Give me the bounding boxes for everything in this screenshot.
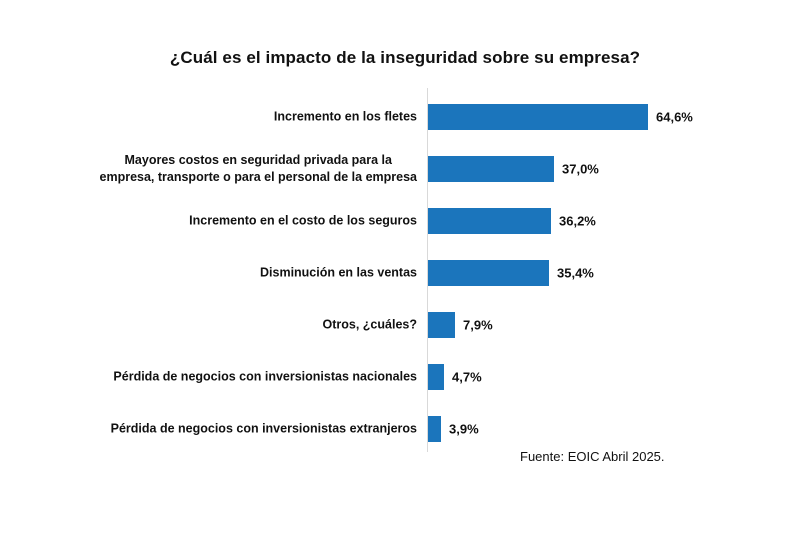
category-label: Mayores costos en seguridad privada para… bbox=[99, 153, 418, 184]
bar-row: Pérdida de negocios con inversionistas n… bbox=[0, 364, 800, 390]
bar bbox=[428, 364, 444, 390]
category-label: Pérdida de negocios con inversionistas e… bbox=[110, 421, 417, 436]
bar-row: Mayores costos en seguridad privada para… bbox=[0, 153, 800, 184]
category-label: Otros, ¿cuáles? bbox=[322, 317, 417, 332]
bar bbox=[428, 208, 551, 234]
category-label: Incremento en el costo de los seguros bbox=[189, 213, 417, 228]
category-label: Pérdida de negocios con inversionistas n… bbox=[113, 369, 417, 384]
value-label: 64,6% bbox=[656, 109, 693, 125]
value-label: 35,4% bbox=[557, 265, 594, 281]
bar-row: Otros, ¿cuáles? 7,9% bbox=[0, 312, 800, 338]
category-label: Disminución en las ventas bbox=[260, 265, 417, 280]
bar-row: Incremento en los fletes 64,6% bbox=[0, 104, 800, 130]
bar bbox=[428, 312, 455, 338]
bar bbox=[428, 416, 441, 442]
value-label: 7,9% bbox=[463, 317, 493, 333]
bar-row: Disminución en las ventas 35,4% bbox=[0, 260, 800, 286]
bar-row: Pérdida de negocios con inversionistas e… bbox=[0, 416, 800, 442]
value-label: 37,0% bbox=[562, 161, 599, 177]
bar bbox=[428, 156, 554, 182]
bar bbox=[428, 260, 549, 286]
bar-row: Incremento en el costo de los seguros 36,… bbox=[0, 208, 800, 234]
value-label: 36,2% bbox=[559, 213, 596, 229]
category-label: Incremento en los fletes bbox=[273, 109, 417, 124]
chart-title: ¿Cuál es el impacto de la inseguridad so… bbox=[169, 48, 641, 67]
y-axis-line bbox=[427, 88, 428, 452]
bar bbox=[428, 104, 648, 130]
source-note: Fuente: EOIC Abril 2025. bbox=[520, 449, 665, 464]
value-label: 3,9% bbox=[449, 421, 479, 437]
value-label: 4,7% bbox=[452, 369, 482, 385]
